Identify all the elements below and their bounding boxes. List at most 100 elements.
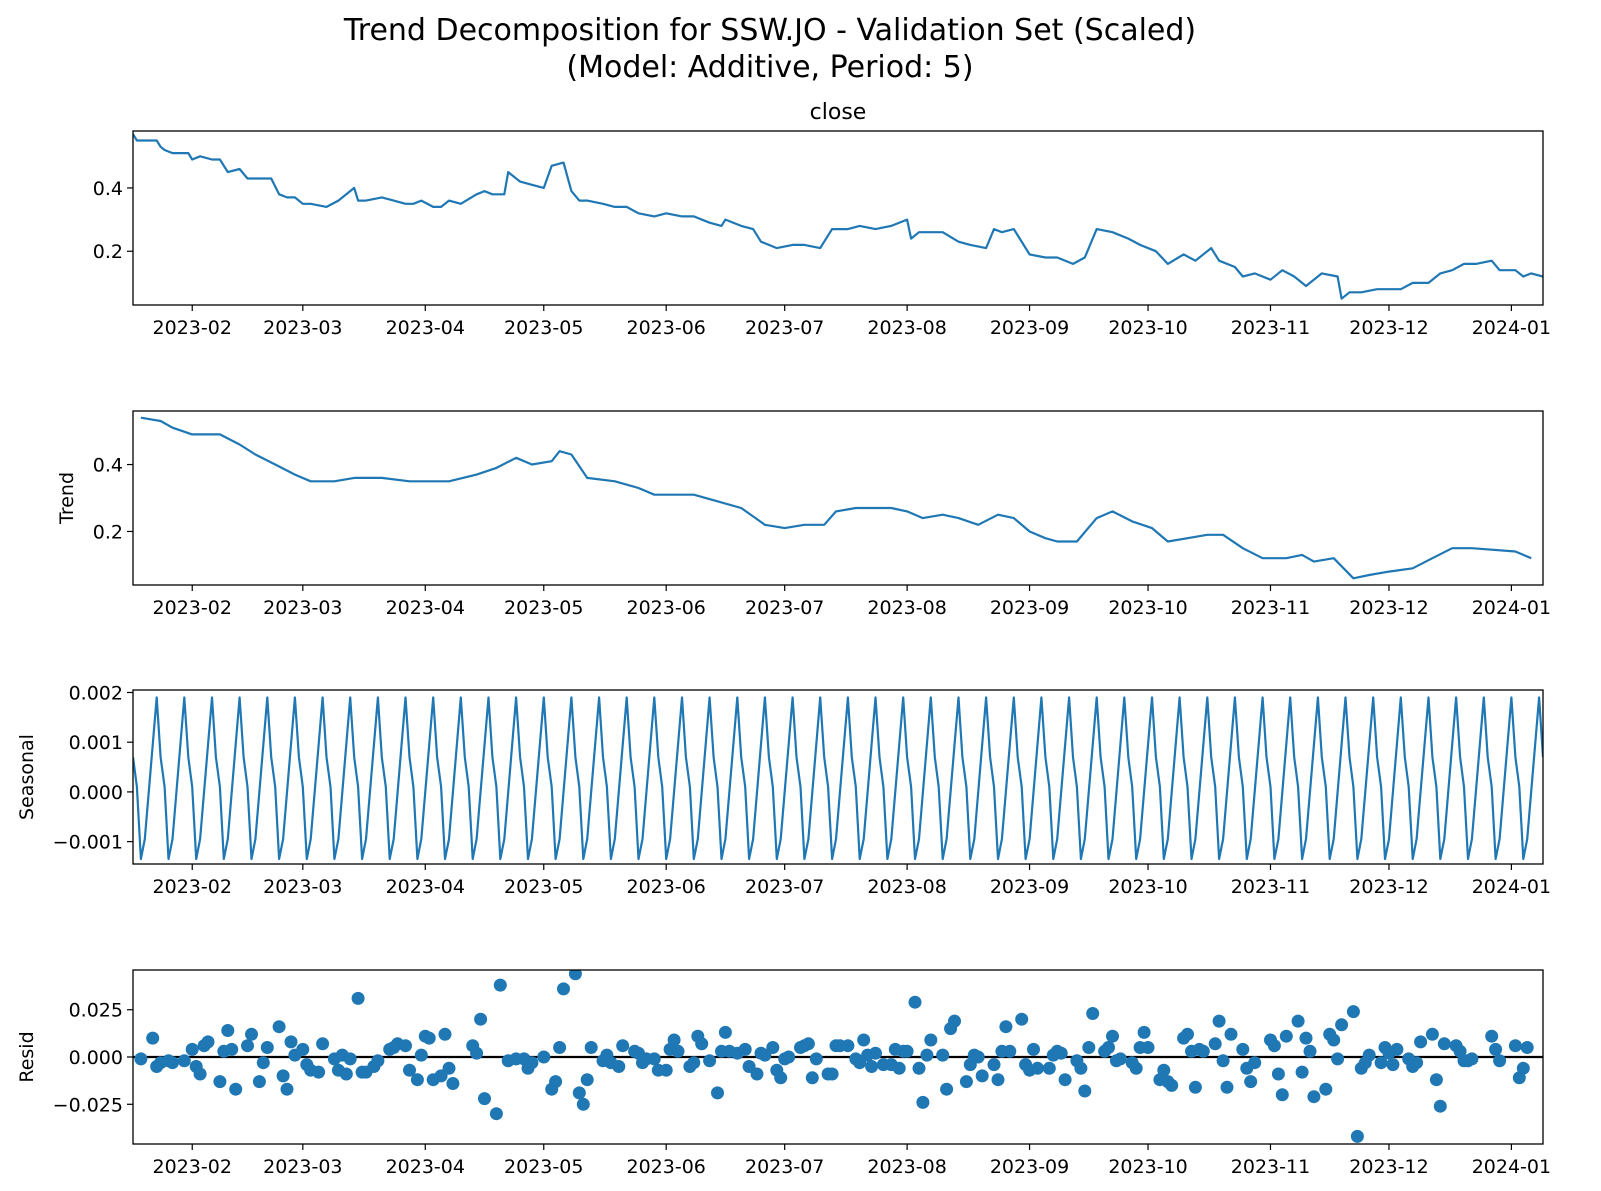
trend-ytick-label: 0.4 — [93, 455, 123, 477]
resid-point — [1271, 1067, 1285, 1081]
close-xtick-label: 2023-03 — [263, 317, 342, 339]
resid-point — [260, 1041, 274, 1054]
resid-point — [987, 1058, 1001, 1072]
resid-point — [1335, 1018, 1349, 1032]
resid-point — [576, 1097, 590, 1111]
resid-point — [900, 1044, 914, 1058]
resid-point — [1224, 1027, 1238, 1041]
resid-point — [703, 1054, 717, 1068]
resid-point — [351, 991, 365, 1005]
resid-point — [1082, 1041, 1096, 1054]
resid-point — [193, 1067, 207, 1081]
trend-xtick-label: 2023-02 — [153, 597, 232, 619]
seasonal-xtick-label: 2023-03 — [263, 876, 342, 898]
resid-xtick-label: 2023-02 — [153, 1156, 232, 1178]
trend-data-layer — [140, 416, 1532, 580]
resid-point — [339, 1067, 353, 1081]
resid-point — [1346, 1005, 1360, 1019]
resid-point — [146, 1031, 160, 1045]
resid-point — [1137, 1025, 1151, 1039]
resid-point — [493, 978, 507, 992]
resid-point — [920, 1048, 934, 1062]
resid-point — [1331, 1052, 1345, 1066]
trend-xtick-label: 2023-05 — [504, 597, 583, 619]
close-xtick-label: 2023-02 — [153, 317, 232, 339]
seasonal-xtick-label: 2023-08 — [867, 876, 946, 898]
close-ytick-label: 0.4 — [93, 178, 123, 200]
figure-title-line-1: Trend Decomposition for SSW.JO - Validat… — [343, 13, 1196, 48]
close-xtick-label: 2023-10 — [1108, 317, 1187, 339]
close-xtick-label: 2023-04 — [386, 317, 465, 339]
resid-point — [1157, 1063, 1171, 1077]
resid-point — [1248, 1056, 1262, 1070]
resid-point — [1303, 1044, 1317, 1058]
resid-point — [316, 1037, 330, 1051]
seasonal-xtick-label: 2023-07 — [745, 876, 824, 898]
resid-point — [272, 1020, 286, 1034]
resid-point — [584, 1041, 598, 1054]
resid-point — [241, 1039, 254, 1053]
resid-point — [1429, 1073, 1443, 1087]
resid-point — [1244, 1075, 1258, 1089]
seasonal-axes-frame — [132, 689, 1544, 865]
resid-xtick-label: 2024-01 — [1472, 1156, 1551, 1178]
resid-point — [1141, 1041, 1155, 1054]
resid-point — [1106, 1029, 1119, 1043]
resid-xtick-label: 2023-04 — [386, 1156, 465, 1178]
resid-point — [711, 1086, 724, 1100]
resid-point — [671, 1044, 685, 1058]
resid-xtick-label: 2023-11 — [1231, 1156, 1310, 1178]
trend-xtick-label: 2023-11 — [1231, 597, 1310, 619]
resid-point — [1113, 1052, 1127, 1066]
resid-point — [612, 1060, 626, 1073]
seasonal-xtick-label: 2023-10 — [1108, 876, 1187, 898]
resid-point — [1437, 1037, 1451, 1051]
resid-xtick-label: 2023-07 — [745, 1156, 824, 1178]
resid-point — [1362, 1048, 1376, 1062]
resid-point — [185, 1042, 199, 1056]
resid-point — [442, 1061, 456, 1075]
resid-point — [738, 1042, 752, 1056]
resid-point — [1489, 1042, 1503, 1056]
resid-point — [1414, 1035, 1428, 1049]
resid-point — [750, 1067, 764, 1081]
resid-ytick-label: 0.000 — [69, 1047, 123, 1069]
resid-point — [252, 1075, 266, 1089]
resid-point — [825, 1067, 839, 1081]
trend-xtick-label: 2024-01 — [1472, 597, 1551, 619]
trend-ylabel: Trend — [56, 472, 78, 525]
resid-point — [1465, 1052, 1479, 1066]
resid-point — [1520, 1041, 1534, 1054]
resid-point — [1327, 1033, 1341, 1047]
resid-point — [1212, 1014, 1226, 1028]
close-xtick-label: 2023-08 — [867, 317, 946, 339]
resid-point — [537, 1050, 551, 1064]
resid-point — [805, 1071, 819, 1085]
resid-point — [245, 1027, 258, 1041]
trend-series-line — [140, 416, 1532, 580]
resid-ylabel: Resid — [16, 1031, 38, 1082]
resid-xtick-label: 2023-09 — [990, 1156, 1069, 1178]
resid-point — [1015, 1012, 1029, 1026]
seasonal-xtick-label: 2023-02 — [153, 876, 232, 898]
resid-point — [134, 1052, 148, 1066]
resid-point — [869, 1046, 882, 1060]
resid-point — [1165, 1078, 1179, 1092]
resid-point — [1031, 1061, 1044, 1075]
close-panel: close 0.2 0.4 2023-02 2023-03 2023-04 2023-05 2… — [93, 100, 1551, 339]
resid-point — [1058, 1073, 1072, 1087]
resid-point — [438, 1027, 452, 1041]
resid-point — [1433, 1099, 1447, 1113]
resid-point — [647, 1052, 661, 1066]
resid-point — [525, 1056, 539, 1070]
resid-point — [940, 1082, 954, 1096]
resid-point — [809, 1052, 823, 1066]
resid-point — [201, 1035, 215, 1049]
resid-point — [213, 1075, 227, 1089]
resid-point — [975, 1069, 989, 1083]
resid-point — [1129, 1061, 1143, 1075]
resid-point — [936, 1048, 950, 1062]
resid-point — [276, 1069, 290, 1083]
resid-point — [1386, 1058, 1400, 1072]
resid-point — [865, 1060, 879, 1073]
